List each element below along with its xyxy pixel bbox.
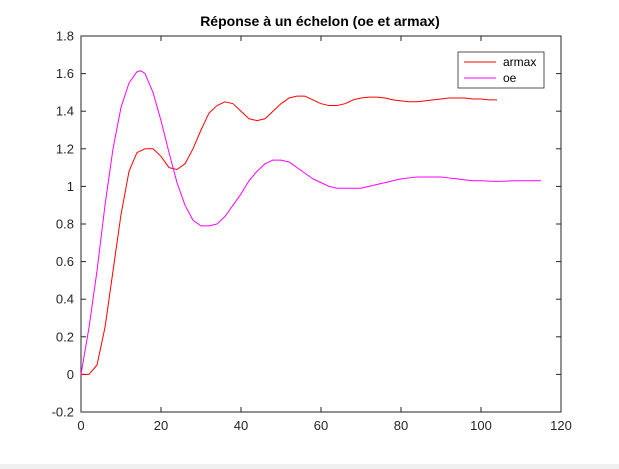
y-tick-label: 0 bbox=[67, 367, 74, 382]
x-tick-label: 100 bbox=[470, 418, 492, 433]
y-tick-label: 1.2 bbox=[56, 141, 74, 156]
legend-box bbox=[457, 51, 545, 89]
x-tick-label: 60 bbox=[314, 418, 328, 433]
y-tick-label: 1.6 bbox=[56, 66, 74, 81]
y-tick-label: 1 bbox=[67, 179, 74, 194]
y-tick-label: 1.8 bbox=[56, 29, 74, 44]
legend[interactable]: armax oe bbox=[457, 51, 545, 89]
legend-label-oe: oe bbox=[503, 71, 517, 85]
y-tick-label: 0.8 bbox=[56, 217, 74, 232]
chart-title: Réponse à un échelon (oe et armax) bbox=[200, 13, 440, 29]
x-tick-label: 40 bbox=[234, 418, 248, 433]
x-tick-label: 20 bbox=[154, 418, 168, 433]
y-tick-label: 0.2 bbox=[56, 329, 74, 344]
series-line-oe bbox=[80, 70, 541, 375]
x-tick-label: 0 bbox=[77, 418, 84, 433]
y-tick-label: -0.2 bbox=[52, 405, 74, 420]
y-tick-label: 0.4 bbox=[56, 292, 74, 307]
x-tick-label: 120 bbox=[550, 418, 572, 433]
plot-lines bbox=[80, 70, 541, 375]
series-line-armax bbox=[81, 95, 497, 375]
axis-ticks: 0 20 40 60 80 100 120-0.200.20.40.60.811.21.41… bbox=[52, 29, 572, 434]
y-tick-label: 1.4 bbox=[56, 104, 74, 119]
legend-label-armax: armax bbox=[503, 55, 536, 69]
x-tick-label: 80 bbox=[394, 418, 408, 433]
y-tick-label: 0.6 bbox=[56, 254, 74, 269]
